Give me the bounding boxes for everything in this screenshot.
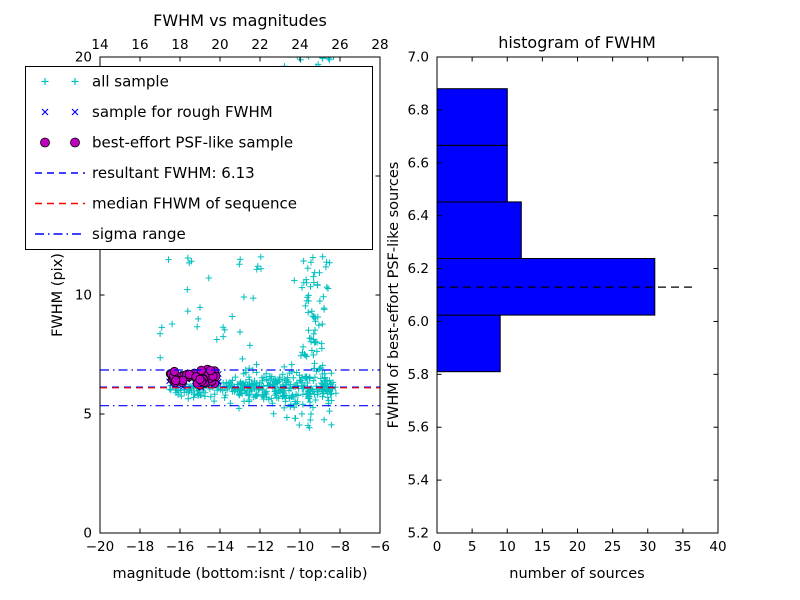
tick-label: −6 bbox=[370, 539, 390, 555]
tick-label: 16 bbox=[131, 37, 148, 53]
scatter-title: FWHM vs magnitudes bbox=[153, 11, 327, 30]
tick-label: 0 bbox=[83, 526, 92, 542]
histogram-ylabel: FWHM of best-effort PSF-like sources bbox=[386, 162, 402, 429]
legend-glyph bbox=[41, 108, 79, 116]
tick-label: 5 bbox=[83, 407, 92, 423]
tick-label: 5.2 bbox=[408, 526, 429, 542]
scatter-ticks: −20 −18 −16 −14 −12 −10 −8 −6 14 16 18 20 22 24 26 28 0 5… bbox=[75, 37, 390, 555]
histogram-xlabel: number of sources bbox=[509, 566, 645, 582]
hist-bar-0 bbox=[436, 314, 501, 373]
tick-label: 22 bbox=[251, 37, 268, 53]
tick-label: 28 bbox=[371, 37, 388, 53]
tick-label: −8 bbox=[330, 539, 350, 555]
scatter-plot: −20 −18 −16 −14 −12 −10 −8 −6 14 16 18 20 22 24 26 28 0 5… bbox=[50, 11, 390, 582]
tick-label: −12 bbox=[246, 539, 275, 555]
legend-item-median-fwhm: median FHWM of sequence bbox=[35, 195, 297, 213]
tick-label: −16 bbox=[166, 539, 195, 555]
scatter-points-layer bbox=[156, 57, 345, 431]
legend-marker-all-sample bbox=[41, 78, 79, 85]
hist-bar-3 bbox=[436, 144, 508, 203]
series-psf-like-sample bbox=[165, 364, 221, 390]
legend-label-psf-sample: best-effort PSF-like sample bbox=[92, 134, 293, 152]
legend-label-sigma-range: sigma range bbox=[92, 225, 186, 243]
tick-label: 10 bbox=[75, 288, 92, 304]
tick-label: −18 bbox=[126, 539, 155, 555]
psf-sample-point bbox=[195, 374, 205, 384]
legend-label-rough-fwhm: sample for rough FWHM bbox=[92, 103, 273, 121]
tick-label: 24 bbox=[291, 37, 308, 53]
tick-label: 5.8 bbox=[408, 367, 429, 383]
tick-label: 0 bbox=[433, 539, 442, 555]
legend-item-resultant-fwhm: resultant FWHM: 6.13 bbox=[35, 164, 255, 182]
tick-label: 6.0 bbox=[408, 314, 429, 330]
hist-bar-2 bbox=[436, 201, 522, 259]
tick-label: 15 bbox=[534, 539, 551, 555]
legend-label-resultant-fwhm: resultant FWHM: 6.13 bbox=[92, 164, 255, 182]
tick-label: 30 bbox=[639, 539, 656, 555]
tick-label: 40 bbox=[709, 539, 726, 555]
tick-label: 14 bbox=[91, 37, 108, 53]
legend-item-rough-fwhm: sample for rough FWHM bbox=[41, 103, 273, 121]
legend-item-sigma-range: sigma range bbox=[35, 225, 186, 243]
tick-label: 35 bbox=[674, 539, 691, 555]
histogram-title: histogram of FWHM bbox=[498, 33, 656, 52]
tick-label: 25 bbox=[604, 539, 621, 555]
tick-label: 7.0 bbox=[408, 50, 429, 66]
tick-label: 20 bbox=[569, 539, 586, 555]
tick-label: 5.6 bbox=[408, 420, 429, 436]
histogram-bars-layer bbox=[436, 88, 697, 373]
legend-glyph bbox=[41, 78, 79, 85]
tick-label: −10 bbox=[286, 539, 315, 555]
legend-label-all-sample: all sample bbox=[92, 73, 169, 91]
legend-marker-psf-sample bbox=[40, 137, 80, 148]
legend-marker-rough-fwhm bbox=[41, 108, 79, 116]
legend-label-median-fwhm: median FHWM of sequence bbox=[92, 195, 297, 213]
psf-sample-point bbox=[169, 366, 179, 377]
legend-glyph bbox=[40, 137, 50, 148]
tick-label: 5 bbox=[468, 539, 477, 555]
legend: all sample sample for rough FWHM best-ef… bbox=[25, 66, 373, 250]
tick-label: 20 bbox=[75, 50, 92, 66]
histogram-plot: 0 5 10 15 20 25 30 35 40 5.2 5.4 5.6 5.8 6.0 6.2 6.4 6.6… bbox=[386, 33, 727, 582]
legend-box bbox=[25, 66, 373, 250]
tick-label: 6.4 bbox=[408, 208, 429, 224]
tick-label: −14 bbox=[206, 539, 235, 555]
scatter-xlabel: magnitude (bottom:isnt / top:calib) bbox=[112, 566, 367, 582]
legend-glyph bbox=[70, 137, 80, 148]
tick-label: 20 bbox=[211, 37, 228, 53]
tick-label: 18 bbox=[171, 37, 188, 53]
tick-label: 6.6 bbox=[408, 155, 429, 171]
legend-item-all-sample: all sample bbox=[41, 73, 169, 91]
legend-item-psf-sample: best-effort PSF-like sample bbox=[40, 134, 293, 152]
tick-label: 5.4 bbox=[408, 473, 429, 489]
scatter-hlines-layer bbox=[100, 369, 380, 407]
scatter-ylabel: FWHM (pix) bbox=[50, 253, 66, 337]
tick-label: 10 bbox=[499, 539, 516, 555]
tick-label: −20 bbox=[86, 539, 115, 555]
tick-label: 6.2 bbox=[408, 261, 429, 277]
psf-sample-point bbox=[171, 375, 181, 386]
tick-label: 6.8 bbox=[408, 102, 429, 118]
histogram-ticks: 0 5 10 15 20 25 30 35 40 5.2 5.4 5.6 5.8 6.0 6.2 6.4 6.6… bbox=[408, 50, 727, 556]
tick-label: 26 bbox=[331, 37, 348, 53]
hist-bar-4 bbox=[436, 88, 508, 146]
